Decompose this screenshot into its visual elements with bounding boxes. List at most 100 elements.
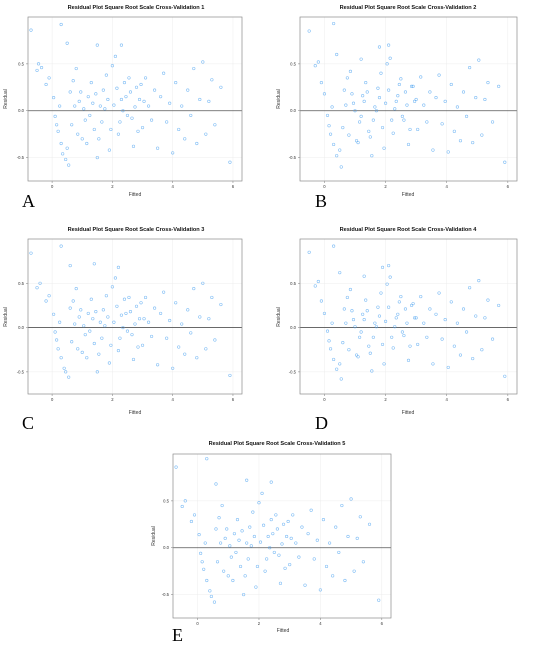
data-point: [359, 114, 363, 118]
data-point: [318, 588, 322, 592]
data-point: [371, 335, 375, 339]
data-point: [422, 103, 426, 107]
data-point: [322, 311, 327, 315]
data-point: [405, 321, 409, 325]
data-point: [47, 76, 51, 80]
data-point: [115, 304, 119, 308]
data-point: [137, 97, 142, 102]
data-point: [387, 88, 391, 92]
data-point: [257, 501, 261, 505]
data-point: [307, 250, 311, 254]
x-tick-label: 0: [323, 397, 326, 402]
data-point: [344, 103, 348, 107]
data-point: [180, 504, 184, 509]
data-point: [428, 90, 432, 94]
data-point: [332, 244, 336, 248]
data-point: [382, 362, 386, 366]
data-point: [387, 263, 391, 268]
data-point: [52, 96, 56, 100]
data-point: [490, 337, 495, 341]
data-point: [286, 519, 290, 524]
data-point: [124, 311, 128, 315]
y-tick-label: 0.5: [163, 498, 169, 503]
data-point: [249, 544, 253, 548]
data-point: [397, 82, 401, 87]
data-point: [359, 330, 363, 334]
data-point: [199, 551, 203, 555]
data-point: [220, 503, 224, 508]
data-point: [91, 317, 95, 321]
data-point: [52, 312, 56, 316]
x-tick-label: 0: [51, 184, 54, 189]
data-point: [316, 60, 320, 64]
data-point: [95, 370, 99, 374]
data-point: [110, 285, 114, 289]
data-point: [380, 265, 385, 269]
data-point: [131, 144, 136, 148]
data-point: [399, 77, 403, 81]
data-point: [297, 555, 301, 559]
data-point: [327, 124, 331, 128]
data-point: [130, 333, 134, 337]
data-point: [403, 307, 408, 311]
data-point: [321, 518, 326, 522]
data-point: [377, 96, 382, 100]
data-point: [116, 349, 120, 353]
data-point: [440, 337, 444, 341]
panel-title: Residual Plot Square Root Scale Cross-Va…: [340, 227, 478, 233]
data-point: [106, 97, 110, 102]
x-axis-label: Fitted: [129, 192, 142, 198]
x-tick-label: 0: [323, 184, 326, 189]
data-point: [162, 290, 166, 294]
data-point: [443, 318, 447, 322]
data-point: [136, 345, 140, 349]
data-point: [74, 66, 78, 71]
data-point: [106, 315, 110, 319]
data-point: [353, 109, 357, 113]
data-point: [288, 563, 292, 567]
data-point: [88, 113, 92, 117]
x-tick-label: 6: [381, 621, 384, 626]
data-point: [365, 309, 369, 313]
data-point: [73, 322, 77, 326]
data-point: [402, 118, 406, 122]
data-point: [486, 298, 490, 302]
data-point: [192, 513, 197, 517]
data-point: [197, 533, 201, 537]
data-point: [137, 317, 142, 321]
data-point: [68, 90, 72, 94]
data-point: [79, 90, 83, 94]
data-point: [443, 99, 447, 103]
data-point: [183, 137, 187, 141]
y-tick-label: 0.0: [290, 108, 296, 113]
data-point: [379, 71, 383, 75]
data-point: [59, 244, 63, 248]
data-point: [338, 271, 342, 275]
data-point: [328, 347, 333, 351]
data-point: [275, 527, 279, 531]
x-tick-label: 2: [384, 184, 387, 189]
data-point: [85, 356, 89, 360]
data-point: [362, 99, 366, 103]
data-point: [88, 329, 92, 333]
plot-frame: [172, 453, 392, 619]
data-point: [339, 165, 343, 169]
data-point: [116, 265, 120, 269]
data-point: [67, 375, 71, 379]
y-tick-label: 0.0: [163, 545, 169, 550]
data-point: [232, 532, 236, 536]
data-point: [419, 294, 423, 299]
data-point: [134, 304, 139, 308]
data-point: [368, 135, 372, 139]
data-point: [474, 314, 478, 318]
y-axis-label: Residual: [276, 307, 282, 326]
data-point: [362, 274, 366, 278]
data-point: [36, 62, 41, 66]
data-point: [396, 94, 400, 98]
data-point: [388, 275, 392, 279]
data-point: [183, 499, 187, 503]
data-point: [325, 329, 330, 333]
data-point: [83, 333, 87, 337]
data-point: [480, 348, 484, 352]
data-point: [70, 340, 74, 344]
